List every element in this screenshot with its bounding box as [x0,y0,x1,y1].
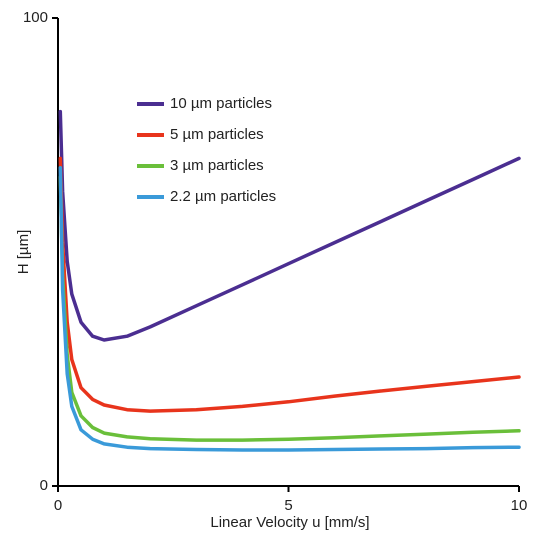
legend-label: 3 µm particles [170,157,264,174]
series-line [58,109,521,342]
y-axis-label: H [µm] [15,230,32,274]
y-tick-label: 0 [40,477,48,494]
legend-label: 5 µm particles [170,126,264,143]
x-tick-label: 10 [511,497,528,514]
series-line [58,166,521,452]
legend-label: 2.2 µm particles [170,188,276,205]
y-tick-label: 100 [23,9,48,26]
series-line [58,175,521,442]
x-tick-label: 0 [54,497,62,514]
x-tick-label: 5 [284,497,292,514]
legend-label: 10 µm particles [170,95,272,112]
x-axis-label: Linear Velocity u [mm/s] [210,514,369,531]
series-line [58,156,521,413]
